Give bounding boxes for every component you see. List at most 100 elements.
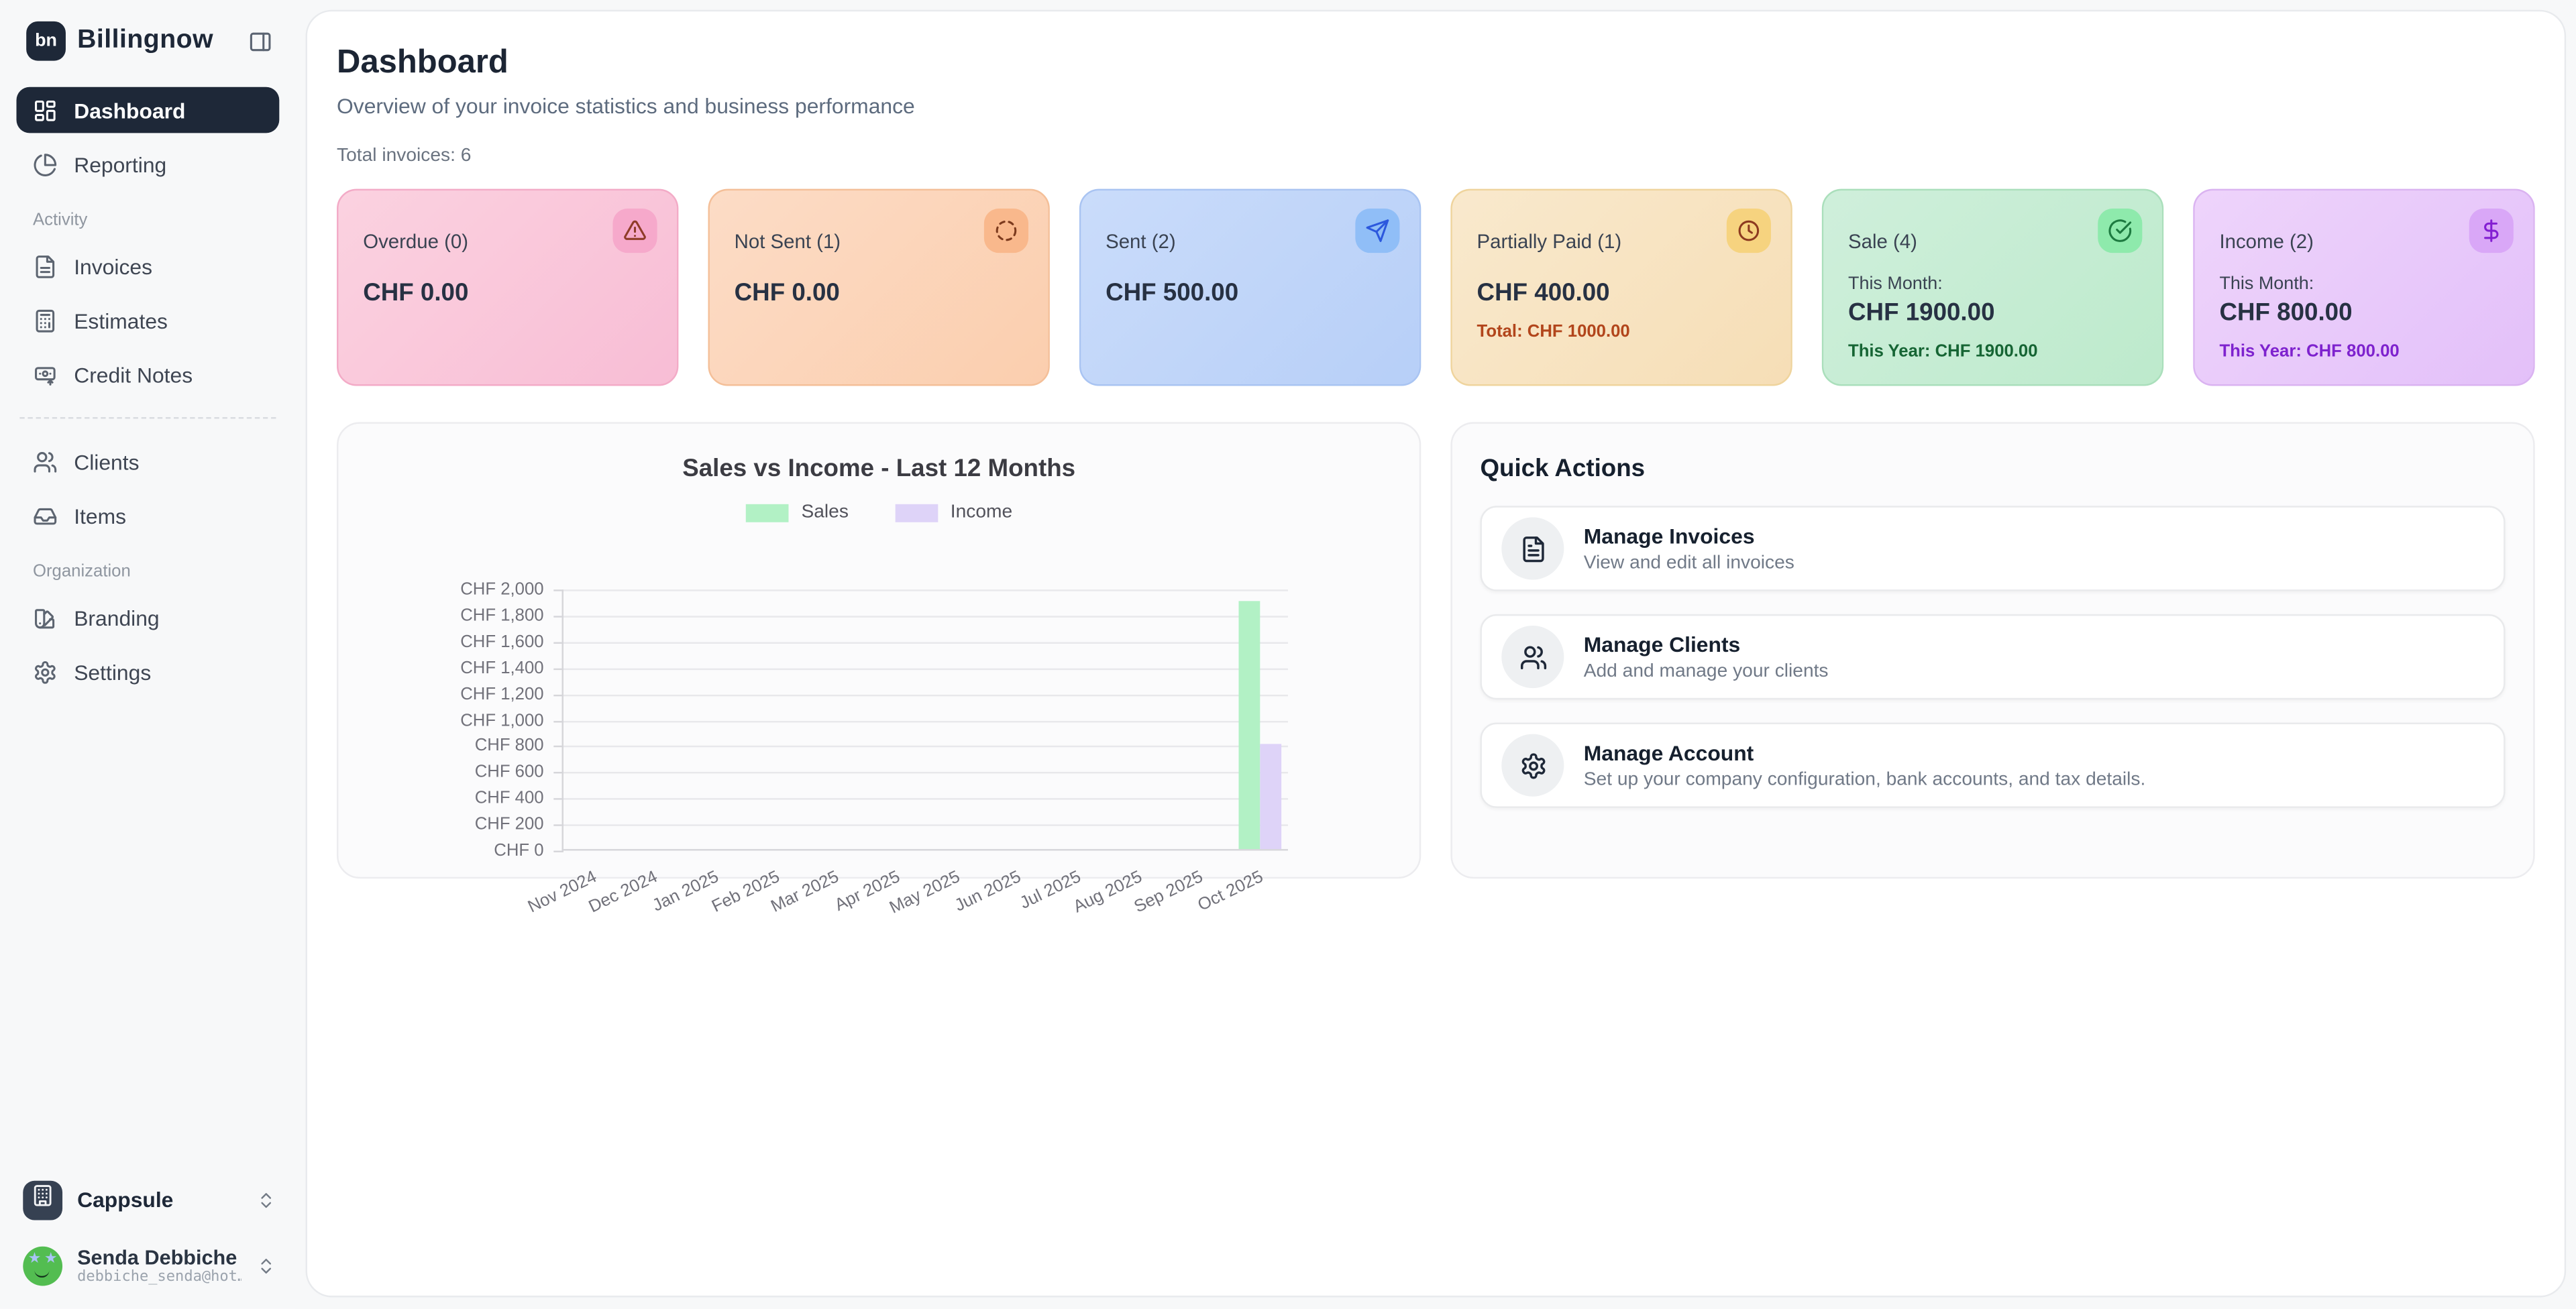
stat-card-amount: CHF 800.00 — [2219, 298, 2353, 327]
chart-legend: Sales Income — [338, 502, 1419, 522]
stat-card-label: Income (2) — [2219, 229, 2314, 253]
y-tick-label: CHF 1,400 — [460, 658, 544, 678]
stat-card-overdue-0[interactable]: Overdue (0) CHF 0.00 — [337, 188, 679, 386]
stat-card-subtext: This Year: CHF 1900.00 — [1848, 341, 2038, 361]
bar-income-oct-2025 — [1259, 744, 1281, 850]
legend-swatch — [745, 503, 788, 522]
stat-card-period-label: This Month: — [2219, 274, 2314, 294]
stat-cards-row: Overdue (0) CHF 0.00 Not Sent (1) CHF 0.00 S… — [337, 188, 2535, 386]
y-tick-mark — [553, 798, 564, 801]
stat-card-not-sent-1[interactable]: Not Sent (1) CHF 0.00 — [708, 188, 1050, 386]
gridline — [563, 589, 1288, 591]
sidebar-item-label: Reporting — [74, 152, 167, 177]
sidebar-item-items[interactable]: Items — [16, 493, 279, 539]
x-tick-label: Jun 2025 — [951, 867, 1024, 916]
dashed-circle-icon — [983, 209, 1029, 253]
send-icon — [1355, 209, 1400, 253]
y-tick-label: CHF 1,000 — [460, 710, 544, 730]
gridline — [563, 642, 1288, 644]
estimates-icon — [33, 308, 58, 333]
stat-card-amount: CHF 0.00 — [363, 279, 469, 307]
avatar-mouth — [34, 1269, 50, 1277]
quick-action-text: Manage Clients Add and manage your client… — [1584, 632, 1829, 682]
clock-icon — [1726, 209, 1771, 253]
y-tick-label: CHF 1,800 — [460, 606, 544, 626]
y-tick-label: CHF 400 — [474, 788, 544, 809]
sidebar: bn Billingnow Dashboard Reporting Activity… — [0, 0, 296, 1309]
quick-action-title: Manage Clients — [1583, 632, 1741, 657]
sidebar-item-reporting[interactable]: Reporting — [16, 141, 279, 188]
gridline — [563, 667, 1288, 670]
sidebar-item-estimates[interactable]: Estimates — [16, 297, 279, 343]
sidebar-item-clients[interactable]: Clients — [16, 439, 279, 485]
main-panel: Dashboard Overview of your invoice stati… — [305, 9, 2567, 1298]
organization-switcher[interactable]: Cappsule — [23, 1180, 276, 1220]
y-tick-mark — [553, 642, 564, 644]
gridline — [563, 798, 1288, 801]
y-tick-label: CHF 800 — [474, 736, 544, 756]
x-tick-label: Jan 2025 — [649, 867, 722, 916]
sidebar-item-branding[interactable]: Branding — [16, 595, 279, 641]
quick-action-manage-invoices[interactable]: Manage Invoices View and edit all invoice… — [1480, 506, 2506, 591]
logo-row: bn Billingnow — [0, 0, 296, 61]
sidebar-item-settings[interactable]: Settings — [16, 648, 279, 695]
chevrons-up-down-icon — [256, 1190, 276, 1210]
stat-card-sent-2[interactable]: Sent (2) CHF 500.00 — [1079, 188, 1421, 386]
sidebar-item-credit-notes[interactable]: Credit Notes — [16, 351, 279, 398]
avatar-star: ★ — [28, 1249, 42, 1266]
avatar: ★ ★ — [23, 1246, 63, 1286]
app-title: Billingnow — [77, 26, 214, 54]
sidebar-item-dashboard[interactable]: Dashboard — [16, 87, 280, 133]
y-tick-mark — [553, 616, 564, 618]
user-name: Senda Debbiche — [77, 1245, 237, 1269]
stat-card-subtext: Total: CHF 1000.00 — [1477, 321, 1630, 342]
y-tick-label: CHF 200 — [474, 814, 544, 835]
stat-card-period-label: This Month: — [1848, 274, 1943, 294]
legend-item-sales[interactable]: Sales — [745, 502, 849, 522]
sidebar-toggle-button[interactable] — [248, 29, 273, 54]
avatar-star: ★ — [44, 1249, 58, 1266]
y-tick-mark — [553, 824, 564, 827]
settings-icon — [1501, 734, 1564, 797]
gridline — [563, 772, 1288, 775]
credit-notes-icon — [33, 362, 58, 387]
sales-income-chart-card: Sales vs Income - Last 12 Months Sales In… — [337, 422, 1421, 918]
user-menu[interactable]: ★ ★ Senda Debbiche debbiche_senda@hot… — [23, 1246, 276, 1286]
quick-action-manage-account[interactable]: Manage Account Set up your company config… — [1480, 722, 2506, 808]
quick-actions-panel: Quick Actions Manage Invoices View and ed… — [1450, 422, 2535, 879]
branding-icon — [33, 605, 58, 630]
sidebar-bottom: Cappsule ★ ★ Senda Debbiche debbiche_sen… — [0, 1163, 296, 1308]
legend-label: Income — [950, 502, 1013, 522]
invoices-icon — [33, 253, 58, 278]
legend-item-income[interactable]: Income — [894, 502, 1013, 522]
chart-title: Sales vs Income - Last 12 Months — [682, 455, 1076, 483]
y-tick-mark — [553, 746, 564, 748]
page-title: Dashboard — [337, 44, 508, 80]
x-tick-label: Dec 2024 — [586, 867, 661, 917]
quick-action-manage-clients[interactable]: Manage Clients Add and manage your client… — [1480, 614, 2506, 700]
stat-card-partially-paid-1[interactable]: Partially Paid (1) CHF 400.00 Total: CHF 1… — [1450, 188, 1792, 386]
clients-icon — [33, 449, 58, 474]
stat-card-label: Partially Paid (1) — [1477, 229, 1622, 253]
x-tick-label: Mar 2025 — [768, 867, 843, 917]
stat-card-income-2[interactable]: Income (2) This Month: CHF 800.00 This Year… — [2193, 188, 2535, 386]
y-tick-mark — [553, 693, 564, 696]
stat-card-label: Not Sent (1) — [734, 229, 841, 253]
sidebar-item-invoices[interactable]: Invoices — [16, 243, 279, 289]
quick-action-description: Add and manage your clients — [1583, 662, 1829, 683]
stat-card-sale-4[interactable]: Sale (4) This Month: CHF 1900.00 This Year:… — [1821, 188, 2164, 386]
stat-card-amount: CHF 0.00 — [734, 279, 840, 307]
gridline — [563, 746, 1288, 748]
reporting-icon — [33, 152, 58, 177]
dashboard-icon — [33, 98, 58, 123]
quick-actions-title: Quick Actions — [1480, 455, 1646, 483]
stat-card-amount: CHF 500.00 — [1106, 279, 1239, 307]
sidebar-nav: Dashboard Reporting Activity Invoices Estima… — [0, 87, 296, 695]
quick-action-title: Manage Account — [1583, 740, 1754, 765]
y-tick-label: CHF 0 — [494, 840, 544, 861]
panel-right-icon — [248, 32, 273, 58]
dollar-icon — [2469, 209, 2514, 253]
legend-label: Sales — [801, 502, 849, 522]
sidebar-item-label: Branding — [74, 605, 160, 630]
